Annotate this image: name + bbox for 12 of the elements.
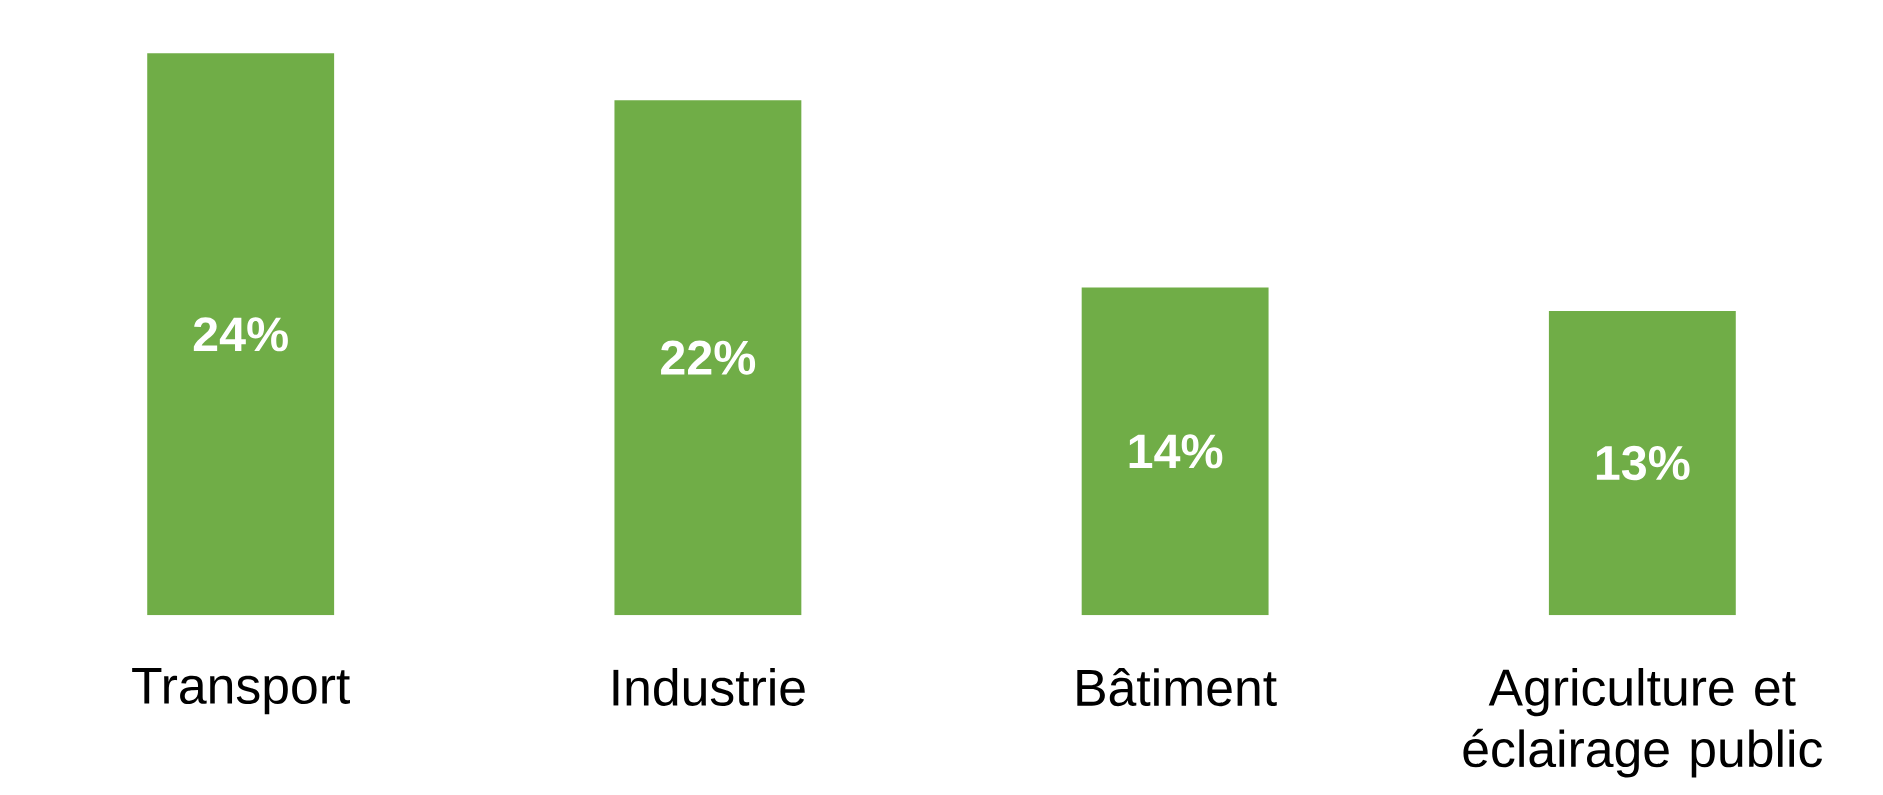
bar <box>147 53 335 615</box>
data-label: 14% <box>1129 434 1223 469</box>
bar <box>1081 287 1269 615</box>
data-label: 22% <box>661 340 756 375</box>
x-tick-label: Industrie <box>613 667 805 706</box>
data-label: 24% <box>193 316 288 352</box>
bar <box>614 99 802 615</box>
x-tick-label: Transport <box>132 667 350 715</box>
x-tick-label: Bâtiment <box>1077 667 1277 706</box>
bar <box>1548 310 1736 615</box>
data-label: 13% <box>1596 445 1690 481</box>
x-tick-label: Agriculture et éclairage public <box>1463 667 1822 778</box>
